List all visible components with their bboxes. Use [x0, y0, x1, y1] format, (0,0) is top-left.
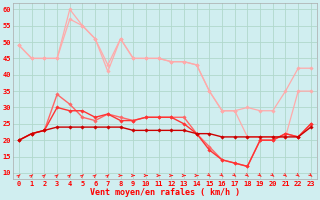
X-axis label: Vent moyen/en rafales ( km/h ): Vent moyen/en rafales ( km/h ) [90, 188, 240, 197]
